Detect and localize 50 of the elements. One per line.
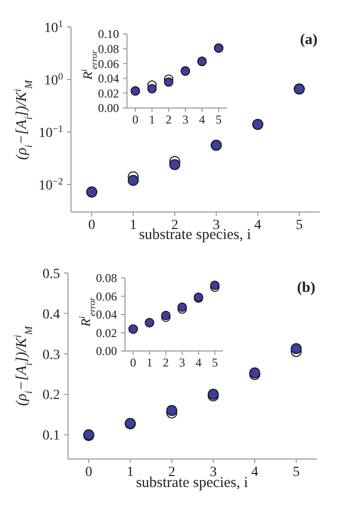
- y-tick-label: 10$^{−1}$: [38, 123, 64, 141]
- y-tick-label: 0.3: [42, 348, 60, 363]
- point: [169, 159, 180, 170]
- x-tick-label: 1: [149, 112, 155, 127]
- y-tick-label: 0.08: [98, 42, 119, 56]
- y-tick-label: 0.00: [96, 344, 117, 358]
- y-tick-label: 0.02: [96, 326, 117, 340]
- y-tick-label: 0.1: [42, 428, 60, 444]
- x-tick-label: 3: [182, 112, 188, 127]
- y-tick-label: 10$^{1}$: [44, 18, 64, 36]
- point: [128, 174, 139, 186]
- x-tick-label: 3: [212, 218, 220, 234]
- y-tick-label: 0.06: [96, 289, 117, 304]
- x-tick-label: 5: [216, 112, 222, 127]
- x-tick-label: 4: [196, 356, 202, 370]
- y-tick-label: 0.04: [98, 72, 119, 86]
- x-tick-label: 2: [162, 356, 169, 370]
- point: [147, 84, 157, 94]
- y-tick-label: 0.00: [98, 101, 119, 116]
- y-tick-label: 10$^{0}$: [44, 70, 64, 88]
- x-tick-label: 5: [296, 218, 303, 234]
- y-tick-label: 0.10: [98, 27, 119, 42]
- x-tick-label: 1: [126, 465, 134, 480]
- x-tick-label: 5: [292, 465, 300, 480]
- x-tick-label: 4: [199, 112, 205, 127]
- x-tick-label: 2: [166, 112, 172, 127]
- x-tick-label: 0: [85, 465, 92, 480]
- x-tick-label: 1: [146, 356, 152, 370]
- x-tick-label: 1: [130, 218, 137, 234]
- x-tick-label: 0: [130, 356, 136, 370]
- y-tick-label: 0.4: [42, 307, 60, 322]
- y-tick-label: 0.08: [96, 271, 117, 286]
- x-tick-label: 4: [251, 465, 258, 480]
- point: [290, 343, 302, 354]
- y-tick-label: 0.5: [42, 266, 60, 282]
- y-tick-label: 0.06: [98, 56, 119, 71]
- x-tick-label: 0: [132, 112, 138, 127]
- x-tick-label: 4: [254, 218, 262, 234]
- x-tick-label: 2: [171, 218, 178, 234]
- x-tick-label: 0: [88, 218, 96, 234]
- y-tick-label: 0.02: [98, 86, 119, 100]
- x-tick-label: 5: [212, 356, 218, 370]
- point: [166, 404, 178, 416]
- annotation: (a): [300, 32, 318, 49]
- y-tick-label: 0.2: [42, 388, 60, 404]
- y-tick-label: 10$^{−2}$: [38, 176, 64, 194]
- x-tick-label: 3: [179, 356, 186, 370]
- annotation: (b): [297, 280, 316, 297]
- point: [164, 77, 174, 87]
- y-tick-label: 0.04: [96, 308, 117, 322]
